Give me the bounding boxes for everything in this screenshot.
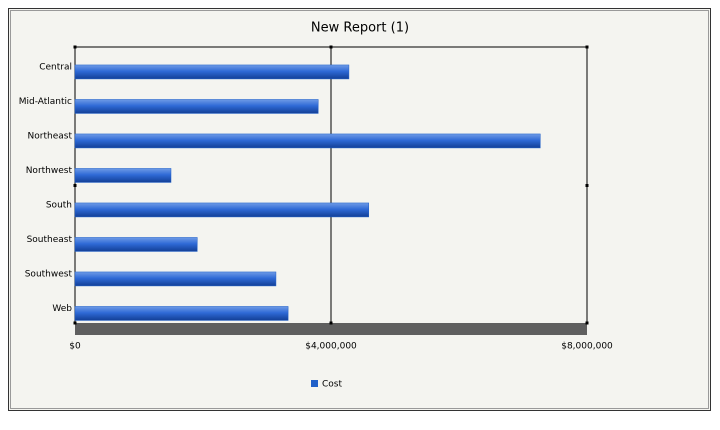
- tick-dot: [585, 184, 589, 187]
- y-tick-label: Mid-Atlantic: [19, 97, 72, 107]
- x-tick-label: $4,000,000: [305, 342, 357, 352]
- tick-dot: [73, 321, 77, 325]
- tick-dot: [585, 45, 589, 49]
- tick-dot: [73, 45, 77, 49]
- bar: [74, 202, 370, 218]
- tick-dot: [73, 184, 77, 187]
- tick-dot: [329, 45, 333, 49]
- bar: [74, 64, 350, 80]
- y-tick-label: South: [46, 201, 72, 211]
- bar: [74, 99, 319, 114]
- bar: [74, 237, 198, 252]
- tick-dot: [585, 321, 589, 325]
- plot-floor: [75, 323, 587, 335]
- bar: [74, 168, 172, 183]
- x-tick-label: $8,000,000: [561, 342, 613, 352]
- chart-title: New Report (1): [311, 21, 409, 36]
- tick-dot: [329, 321, 333, 325]
- y-tick-label: Northeast: [28, 132, 73, 142]
- bar: [74, 306, 289, 321]
- legend-swatch: [311, 380, 318, 387]
- chart-inner-frame: [10, 10, 709, 409]
- y-tick-label: Southwest: [25, 270, 73, 280]
- bar: [74, 271, 277, 287]
- y-tick-label: Central: [39, 63, 72, 73]
- x-tick-label: $0: [69, 342, 81, 352]
- y-tick-label: Web: [52, 304, 72, 314]
- y-tick-label: Southeast: [27, 235, 73, 245]
- y-tick-label: Northwest: [26, 166, 73, 176]
- legend-label: Cost: [322, 380, 342, 390]
- bar: [74, 133, 541, 149]
